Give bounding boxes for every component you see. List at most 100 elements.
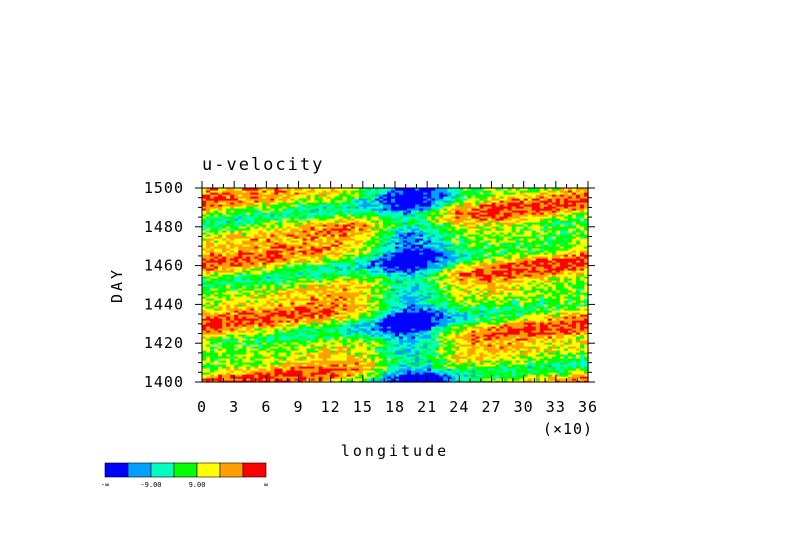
heatmap-cell [246,364,251,367]
heatmap-cell [202,346,207,349]
heatmap-cell [314,344,320,347]
heatmap-cell [575,296,581,299]
heatmap-cell [322,350,328,353]
heatmap-cell [523,352,529,355]
heatmap-cell [451,284,456,287]
heatmap-cell [583,278,589,281]
heatmap-cell [575,310,581,313]
heatmap-cell [519,318,525,321]
heatmap-cell [407,288,412,291]
heatmap-cell [395,376,400,379]
heatmap-cell [330,362,336,365]
heatmap-cell [358,346,364,349]
heatmap-cell [386,346,392,349]
heatmap-cell [455,344,460,347]
heatmap-cell [230,306,235,309]
heatmap-cell [334,322,340,325]
heatmap-cell [399,374,404,377]
heatmap-cell [302,326,308,329]
heatmap-cell [230,294,235,297]
heatmap-cell [519,360,525,363]
heatmap-cell [206,338,211,341]
heatmap-cell [471,300,477,303]
heatmap-cell [487,338,493,341]
heatmap-cell [443,352,448,355]
heatmap-cell [407,360,412,363]
heatmap-cell [547,374,553,377]
heatmap-cell [431,306,436,309]
heatmap-cell [246,284,251,287]
heatmap-cell [370,344,376,347]
heatmap-cell [294,366,300,369]
heatmap-cell [503,318,509,321]
heatmap-cell [370,304,376,307]
heatmap-cell [238,302,243,305]
heatmap-cell [487,358,493,361]
heatmap-cell [254,318,259,321]
heatmap-cell [334,328,340,331]
heatmap-cell [479,368,485,371]
heatmap-cell [523,300,529,303]
heatmap-cell [575,358,581,361]
heatmap-cell [326,346,332,349]
heatmap-cell [427,278,432,281]
heatmap-cell [403,340,408,343]
heatmap-cell [306,314,312,317]
heatmap-cell [378,290,384,293]
heatmap-cell [390,336,396,339]
heatmap-cell [354,328,360,331]
heatmap-cell [230,380,235,383]
heatmap-cell [491,348,497,351]
heatmap-cell [278,304,284,307]
heatmap-cell [390,352,396,355]
heatmap-cell [487,322,493,325]
heatmap-cell [495,284,501,287]
heatmap-cell [254,362,259,365]
heatmap-cell [439,350,444,353]
heatmap-cell [350,302,356,305]
heatmap-cell [282,310,288,313]
heatmap-cell [531,302,537,305]
heatmap-cell [439,294,444,297]
heatmap-cell [503,370,509,373]
heatmap-cell [483,336,489,339]
heatmap-cell [286,298,292,301]
heatmap-cell [507,316,513,319]
heatmap-cell [423,374,428,377]
heatmap-cell [210,360,215,363]
heatmap-cell [427,302,432,305]
heatmap-cell [407,368,412,371]
heatmap-cell [302,302,308,305]
heatmap-cell [374,320,380,323]
heatmap-cell [262,362,267,365]
heatmap-cell [411,280,416,283]
heatmap-cell [226,278,231,281]
heatmap-cell [338,354,344,357]
heatmap-cell [326,332,332,335]
heatmap-cell [310,328,316,331]
heatmap-cell [318,348,324,351]
heatmap-cell [559,340,565,343]
heatmap-cell [254,326,259,329]
heatmap-cell [459,334,464,337]
heatmap-cell [258,322,263,325]
heatmap-cell [258,290,263,293]
heatmap-cell [234,316,239,319]
heatmap-cell [278,366,284,369]
heatmap-cell [431,278,436,281]
heatmap-cell [447,356,452,359]
heatmap-cell [366,298,372,301]
heatmap-cell [395,332,400,335]
heatmap-cell [250,368,255,371]
heatmap-cell [551,322,557,325]
heatmap-cell [567,360,573,363]
heatmap-cell [459,302,464,305]
heatmap-cell [274,314,279,317]
heatmap-cell [298,366,304,369]
heatmap-cell [330,348,336,351]
heatmap-cell [451,282,456,285]
heatmap-cell [475,372,481,375]
heatmap-cell [527,332,533,335]
heatmap-cell [282,318,288,321]
heatmap-cell [382,328,388,331]
